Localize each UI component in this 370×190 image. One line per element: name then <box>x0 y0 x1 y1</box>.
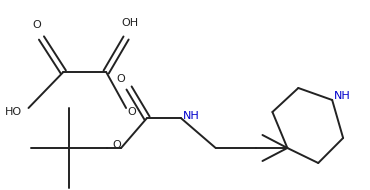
Text: O: O <box>127 107 136 117</box>
Text: O: O <box>32 20 41 30</box>
Text: OH: OH <box>121 18 138 28</box>
Text: O: O <box>117 74 125 84</box>
Text: O: O <box>113 140 121 150</box>
Text: HO: HO <box>4 107 21 117</box>
Text: NH: NH <box>334 91 351 101</box>
Text: NH: NH <box>183 111 199 121</box>
